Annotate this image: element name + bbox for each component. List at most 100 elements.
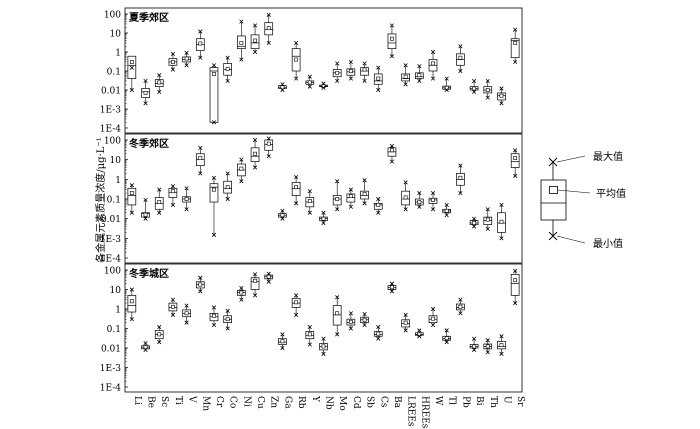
max-marker [348,187,353,192]
box-U [497,202,506,241]
box-Th [483,78,493,100]
min-marker [362,78,367,84]
min-marker [307,342,312,347]
max-marker [170,51,175,56]
box-Sr [510,268,520,306]
mean-marker [184,311,189,316]
box-Cd [346,311,356,331]
box-Co [223,55,232,84]
min-marker [444,87,449,93]
box-Cr [209,175,219,237]
box-Tl [442,328,452,345]
max-marker [430,306,436,312]
min-marker [362,201,367,206]
max-marker [472,78,477,84]
min-marker [499,351,504,356]
mean-marker [143,212,148,217]
mean-marker [307,332,312,337]
box-Li [127,287,137,322]
x-tick-label: V [187,395,197,403]
max-marker [472,336,477,341]
mean-marker [129,299,134,304]
box-Cr [209,305,219,328]
min-marker [184,207,189,212]
box-Nb [319,336,328,356]
legend-box [540,179,567,221]
box-Cs [373,324,383,341]
max-marker [430,49,436,55]
max-marker [157,187,162,192]
box-W [428,190,438,212]
x-tick-label: Ga [282,396,292,409]
mean-marker [431,61,435,66]
mean-marker [444,208,449,213]
max-marker [211,63,217,68]
legend-min-marker [548,231,558,241]
min-marker [239,297,244,302]
max-marker [335,179,340,184]
y-tick-label: 1E-4 [100,384,122,394]
max-marker [170,184,175,189]
box-Sb [360,178,369,206]
y-axis-label: 各金属元素质量浓度/μg·L⁻¹ [94,137,107,262]
box-Cr [209,63,219,125]
mean-marker [335,311,340,316]
max-marker [184,186,189,191]
box [332,305,342,326]
box-Ti [168,297,178,317]
mean-marker [239,41,244,45]
min-marker [335,78,340,84]
max-marker [513,27,518,32]
mean-marker [129,191,134,195]
max-marker [280,208,285,213]
max-marker [389,281,395,286]
min-marker [485,95,490,100]
y-tick-label: 10 [110,30,122,40]
box-LREEs [401,180,410,212]
box-W [428,306,438,328]
mean-marker [307,199,312,203]
box-Co [223,308,232,331]
min-marker [321,220,326,226]
box-Rb [291,175,301,206]
mean-marker [403,320,408,325]
box-Ba [387,23,397,59]
mean-marker [239,290,244,295]
y-tick-label: 1 [115,176,121,186]
mean-marker [198,41,203,46]
panel-1: 夏季郊区 100 10 1 0.1 0.01 1E-3 1E-4 [100,7,523,135]
box-Mn [195,29,205,60]
max-marker [348,311,353,316]
max-marker [225,171,230,176]
legend-min-leader [556,235,586,244]
max-marker [376,65,381,70]
x-tick-label: Cr [214,396,224,408]
max-marker [430,190,436,196]
x-tick-label: LREEs [406,396,416,427]
x-tick-label: Be [146,396,156,408]
mean-marker [253,151,257,156]
mean-marker [362,317,367,322]
max-marker [280,332,285,337]
box-V [182,303,191,325]
x-tick-label: Cu [255,396,265,409]
y-tick-label: 1 [115,306,121,316]
max-marker [307,189,312,194]
min-marker [252,165,258,170]
max-marker [321,210,326,215]
min-marker [198,55,203,60]
max-marker [348,59,353,65]
mean-marker [472,86,476,91]
mean-marker [376,76,381,81]
mean-marker [362,192,367,196]
min-marker [458,68,463,74]
max-marker [458,163,463,168]
max-marker [335,295,340,300]
box-Be [141,78,150,106]
max-marker [444,76,449,81]
max-marker [499,202,504,208]
mean-marker [266,141,271,146]
mean-marker [225,66,230,71]
min-marker [252,49,258,55]
max-marker [417,64,422,69]
